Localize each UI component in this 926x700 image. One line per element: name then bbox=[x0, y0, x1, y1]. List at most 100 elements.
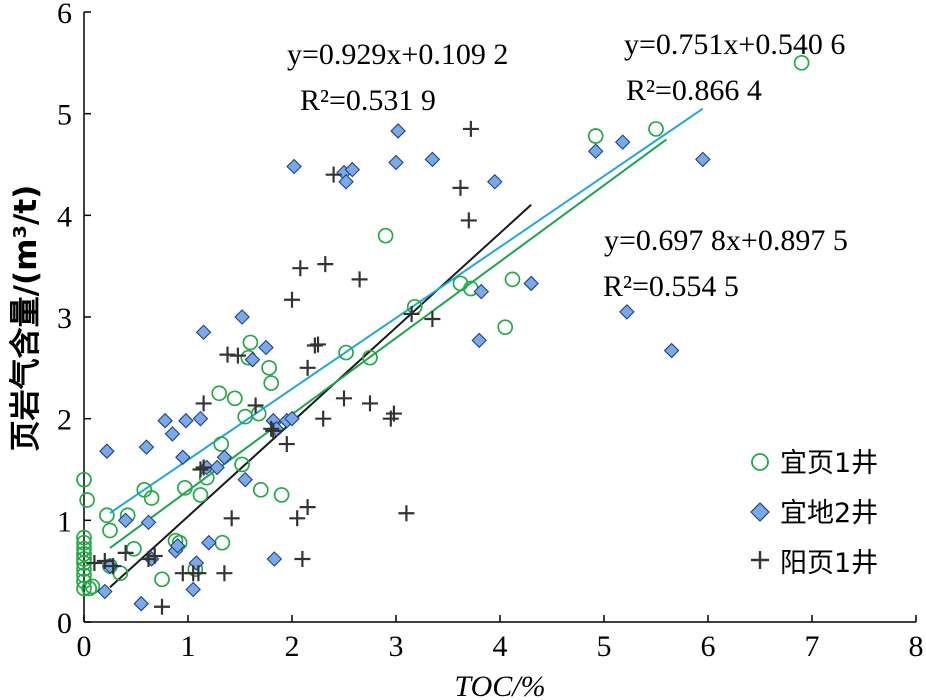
data-point-circle bbox=[504, 271, 521, 288]
data-point-circle bbox=[154, 571, 170, 588]
data-point-circle bbox=[252, 481, 269, 498]
data-point-diamond bbox=[192, 410, 209, 427]
data-point-diamond bbox=[188, 555, 205, 571]
data-point-diamond bbox=[169, 537, 186, 554]
x-tick-label: 3 bbox=[389, 630, 404, 663]
legend-label: 宜页1井 bbox=[780, 448, 878, 479]
data-point-plus bbox=[146, 547, 163, 564]
data-point-plus bbox=[195, 395, 212, 412]
data-point-plus bbox=[105, 558, 122, 575]
r2-label: R²=0.554 5 bbox=[603, 270, 739, 303]
data-point-circle bbox=[497, 319, 514, 336]
data-point-circle bbox=[242, 334, 259, 351]
data-point-circle bbox=[79, 492, 95, 508]
data-point-circle bbox=[76, 561, 92, 577]
data-point-plus bbox=[284, 291, 300, 308]
data-point-diamond bbox=[614, 134, 631, 150]
data-point-diamond bbox=[178, 412, 194, 429]
data-point-plus bbox=[460, 212, 477, 229]
data-point-diamond bbox=[175, 449, 191, 466]
equation-label: y=0.929x+0.109 2 bbox=[287, 38, 508, 71]
equation-label: y=0.697 8x+0.897 5 bbox=[604, 224, 848, 257]
fit-line bbox=[109, 107, 704, 514]
y-axis-label: 页岩气含量/(m³/t) bbox=[8, 185, 44, 452]
data-point-diamond bbox=[237, 471, 253, 488]
data-point-diamond bbox=[99, 443, 115, 459]
data-point-circle bbox=[338, 344, 354, 361]
data-point-diamond bbox=[338, 174, 354, 190]
x-tick-label: 2 bbox=[285, 630, 300, 663]
data-point-plus bbox=[362, 395, 378, 412]
data-point-diamond bbox=[266, 551, 283, 567]
data-point-circle bbox=[452, 275, 469, 292]
legend-diamond-marker bbox=[750, 502, 770, 522]
data-point-plus bbox=[317, 256, 334, 273]
data-point-plus bbox=[229, 347, 246, 364]
data-point-diamond bbox=[663, 342, 680, 359]
legend: 宜页1井 宜地2井 阳页1井 bbox=[750, 448, 878, 579]
axis-ticks: 0 1 2 3 4 5 6 7 8 0 1 2 3 4 5 6 bbox=[57, 0, 924, 663]
data-point-diamond bbox=[344, 161, 361, 178]
data-point-plus bbox=[96, 553, 113, 569]
data-point-circle bbox=[76, 534, 92, 551]
fit-annotation-black: y=0.929x+0.109 2 R²=0.531 9 bbox=[287, 38, 508, 117]
data-point-diamond bbox=[201, 534, 217, 551]
data-point-diamond bbox=[209, 459, 225, 476]
data-point-plus bbox=[462, 120, 479, 137]
x-tick-label: 5 bbox=[597, 630, 612, 663]
data-point-circle bbox=[648, 121, 664, 137]
data-point-diamond bbox=[97, 583, 113, 600]
data-point-diamond bbox=[424, 151, 441, 168]
r2-label: R²=0.531 9 bbox=[300, 84, 436, 117]
data-point-plus bbox=[195, 459, 212, 476]
data-point-circle bbox=[84, 578, 101, 595]
data-point-diamond bbox=[185, 581, 201, 598]
x-tick-label: 7 bbox=[805, 630, 820, 663]
data-point-diamond bbox=[258, 339, 274, 356]
data-point-plus bbox=[294, 550, 311, 567]
legend-circle-marker bbox=[751, 453, 769, 471]
data-point-plus bbox=[292, 260, 309, 277]
data-point-diamond bbox=[140, 514, 157, 531]
y-tick-label: 3 bbox=[57, 302, 72, 335]
data-point-diamond bbox=[286, 158, 302, 175]
data-point-circle bbox=[587, 128, 604, 144]
data-point-circle bbox=[377, 227, 394, 244]
plot-frame bbox=[83, 12, 916, 623]
r2-label: R²=0.866 4 bbox=[626, 74, 762, 107]
fit-lines bbox=[109, 107, 704, 589]
data-point-circle bbox=[226, 390, 243, 407]
data-point-circle bbox=[102, 522, 118, 539]
data-point-plus bbox=[265, 422, 282, 439]
data-point-plus bbox=[315, 410, 332, 427]
data-point-circle bbox=[213, 436, 230, 452]
x-tick-label: 1 bbox=[181, 630, 196, 663]
data-point-circle bbox=[76, 546, 92, 562]
data-point-plus bbox=[351, 271, 368, 288]
data-point-diamond bbox=[487, 174, 503, 190]
data-point-plus bbox=[325, 166, 342, 183]
x-tick-label: 6 bbox=[701, 630, 716, 663]
data-point-plus bbox=[247, 397, 264, 414]
x-tick-label: 8 bbox=[909, 630, 924, 663]
data-point-diamond bbox=[388, 154, 404, 171]
y-tick-label: 6 bbox=[57, 0, 72, 30]
data-point-plus bbox=[299, 359, 316, 376]
y-tick-label: 5 bbox=[57, 99, 72, 132]
fit-annotation-blue: y=0.697 8x+0.897 5 R²=0.554 5 bbox=[603, 224, 848, 303]
data-point-plus bbox=[403, 305, 420, 322]
data-point-plus bbox=[289, 510, 306, 527]
data-point-circle bbox=[143, 490, 160, 506]
data-point-plus bbox=[190, 565, 207, 582]
data-point-diamond bbox=[244, 351, 261, 368]
data-point-diamond bbox=[587, 143, 604, 160]
data-point-plus bbox=[336, 390, 352, 407]
data-point-circle bbox=[214, 534, 231, 551]
data-point-diamond bbox=[473, 283, 490, 300]
data-point-circle bbox=[250, 405, 267, 422]
data-point-circle bbox=[126, 540, 142, 557]
data-point-diamond bbox=[195, 324, 212, 341]
data-point-circle bbox=[273, 487, 290, 503]
data-point-diamond bbox=[117, 512, 134, 529]
